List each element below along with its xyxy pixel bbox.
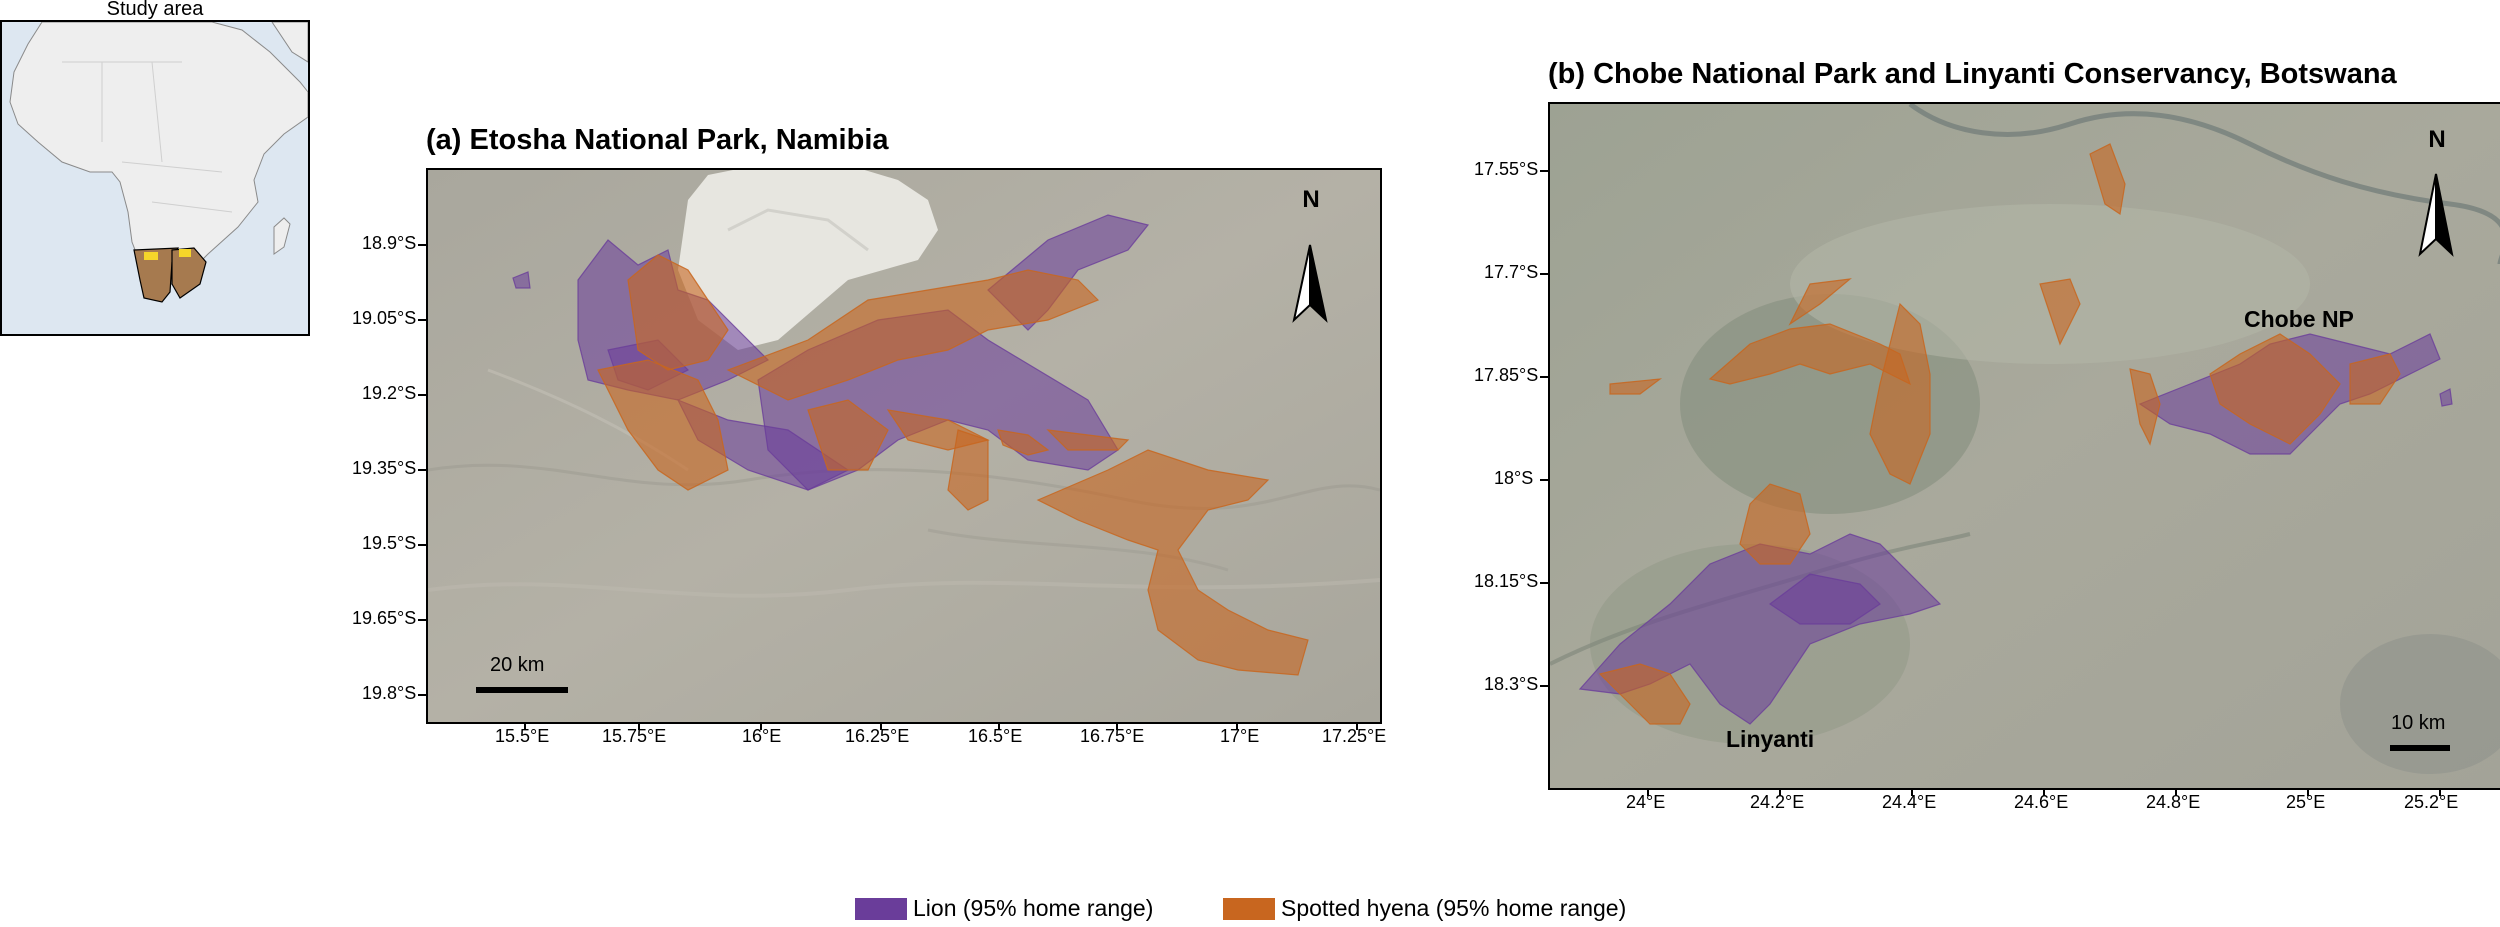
- lat-tick-b: 17.55°S: [1474, 159, 1539, 179]
- lat-tick-b: 18.15°S: [1474, 571, 1539, 591]
- legend-swatch-hyena: [1223, 898, 1275, 920]
- lon-tick-b: 25.2°E: [2404, 792, 2459, 812]
- hyena-range-b6: [1869, 302, 1931, 485]
- lon-tick-a: 16°E: [742, 726, 782, 746]
- madagascar: [273, 217, 291, 255]
- lon-tick-b: 24°E: [1626, 792, 1666, 812]
- hyena-range-b10: [1739, 483, 1811, 565]
- north-arrow-a: [1292, 244, 1328, 323]
- lon-tick-b: 24.8°E: [2146, 792, 2201, 812]
- lon-tick-a: 16.5°E: [968, 726, 1023, 746]
- legend-label-hyena: Spotted hyena (95% home range): [1281, 895, 1627, 921]
- botswana-shape: [171, 247, 207, 299]
- lon-tick-a: 17.25°E: [1322, 726, 1387, 746]
- study-area-inset-map: [0, 20, 310, 336]
- hyena-range-a7: [997, 429, 1050, 456]
- lat-tick-b: 17.85°S: [1474, 365, 1539, 385]
- lat-tick-a: 19.35°S: [352, 458, 417, 478]
- hyena-range-b5: [1788, 278, 1852, 326]
- hyena-range-a2: [597, 359, 729, 491]
- scale-label-b: 10 km: [2391, 712, 2446, 734]
- panel-b-title: (b) Chobe National Park and Linyanti Con…: [1548, 58, 2397, 90]
- scale-label-a: 20 km: [490, 654, 545, 676]
- hyena-range-a3: [726, 269, 1100, 401]
- lon-tick-a: 16.75°E: [1080, 726, 1145, 746]
- scale-bar-b: [2390, 745, 2450, 751]
- chobe-site-marker: [179, 249, 191, 257]
- lon-tick-a: 16.25°E: [845, 726, 910, 746]
- lat-tick-a: 19.5°S: [362, 533, 417, 553]
- north-label-b: N: [2428, 126, 2446, 153]
- north-arrow-b: [2418, 173, 2454, 257]
- hyena-range-b7: [2129, 368, 2161, 446]
- legend-swatch-lion: [855, 898, 907, 920]
- hyena-range-a4: [807, 399, 889, 471]
- etosha-site-marker: [144, 252, 158, 260]
- lat-tick-a: 19.05°S: [352, 308, 417, 328]
- lon-tick-b: 24.6°E: [2014, 792, 2069, 812]
- hyena-range-a8: [1046, 429, 1130, 451]
- lon-tick-a: 15.5°E: [495, 726, 550, 746]
- hyena-range-b8: [2209, 333, 2341, 445]
- lat-tick-b: 18°S: [1494, 468, 1534, 488]
- lat-tick-b: 17.7°S: [1484, 262, 1539, 282]
- lon-tick-b: 24.4°E: [1882, 792, 1937, 812]
- lion-range-b4: [2439, 388, 2453, 407]
- lat-tick-a: 19.8°S: [362, 683, 417, 703]
- lon-tick-a: 17°E: [1220, 726, 1260, 746]
- hyena-range-a6: [947, 429, 989, 511]
- lon-tick-a: 15.75°E: [602, 726, 667, 746]
- scale-bar-a: [476, 687, 568, 693]
- lion-range-a5: [512, 271, 531, 289]
- etosha-pan: [678, 170, 938, 350]
- chobe-river: [1908, 104, 2500, 264]
- panel-b-map: N 10 km Chobe NP Linyanti: [1548, 102, 2500, 790]
- hyena-range-b2: [2039, 278, 2081, 346]
- lon-tick-b: 25°E: [2286, 792, 2326, 812]
- place-label-linyanti: Linyanti: [1726, 726, 1815, 752]
- hyena-range-a9: [1036, 449, 1309, 676]
- place-label-chobe: Chobe NP: [2244, 306, 2354, 332]
- hyena-range-b1: [2089, 143, 2126, 216]
- legend-label-lion: Lion (95% home range): [913, 895, 1154, 921]
- lat-tick-a: 18.9°S: [362, 233, 417, 253]
- lion-range-b3: [1768, 573, 1881, 625]
- lat-tick-a: 19.2°S: [362, 383, 417, 403]
- hyena-range-b9: [2349, 353, 2401, 405]
- lat-tick-a: 19.65°S: [352, 608, 417, 628]
- panel-a-title: (a) Etosha National Park, Namibia: [426, 124, 889, 156]
- north-label-a: N: [1302, 186, 1320, 213]
- lat-tick-b: 18.3°S: [1484, 674, 1539, 694]
- panel-a-map: N 20 km: [426, 168, 1382, 724]
- hyena-range-b3: [1609, 378, 1663, 395]
- hyena-range-b11: [1598, 663, 1691, 725]
- lon-tick-b: 24.2°E: [1750, 792, 1805, 812]
- hyena-range-a1: [627, 254, 729, 371]
- inset-title: Study area: [106, 0, 204, 20]
